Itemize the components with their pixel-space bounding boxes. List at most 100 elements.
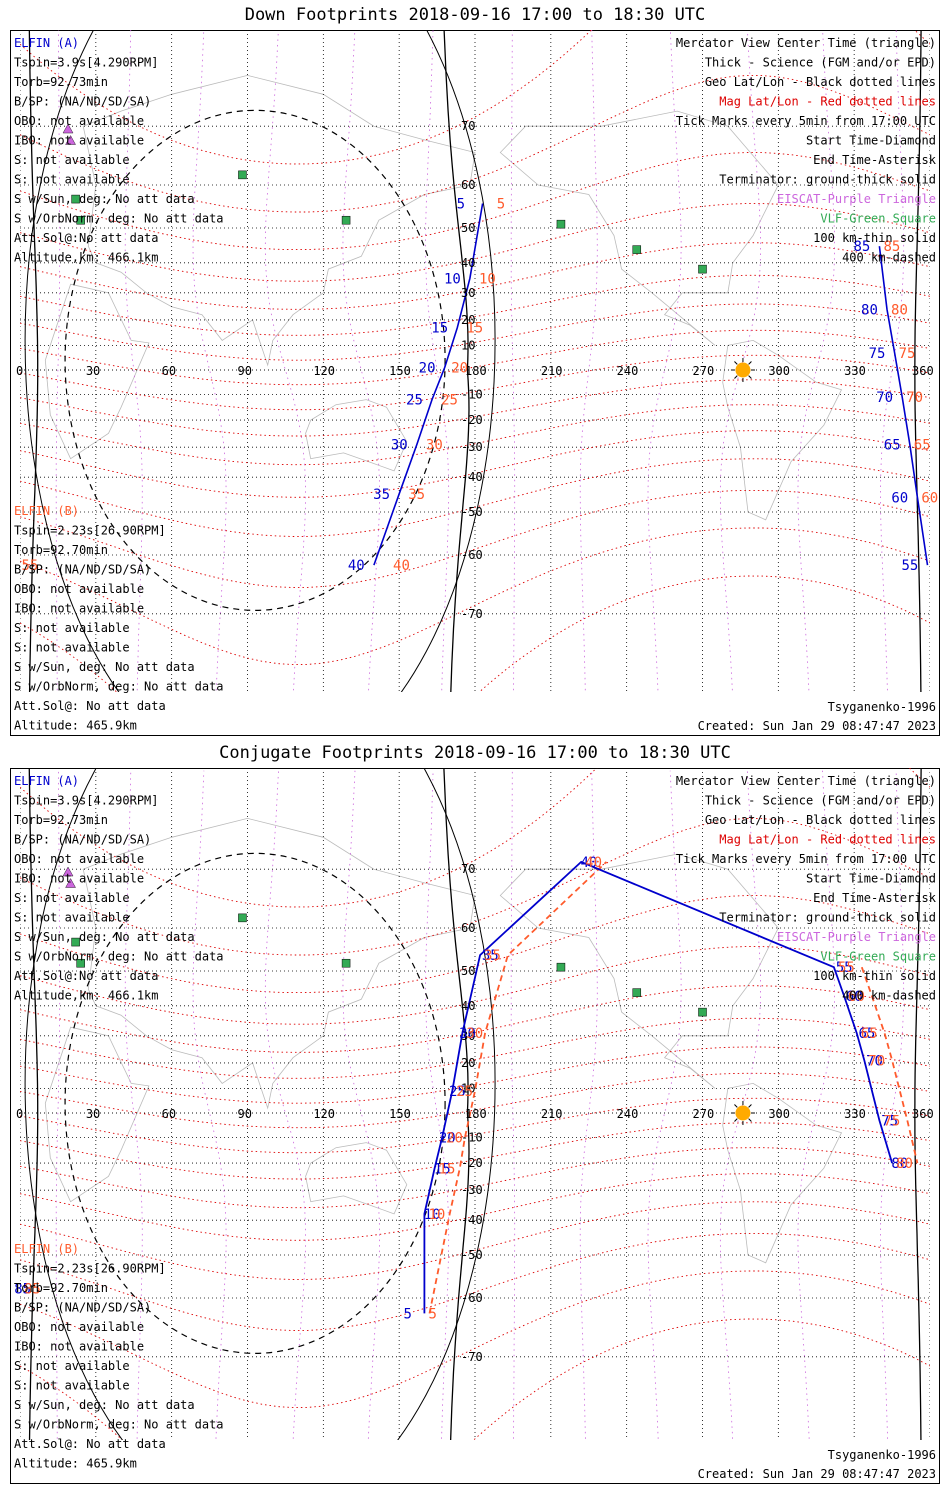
- elfin-b-tick-label: 15: [439, 1161, 456, 1177]
- terminator-ground: [443, 30, 470, 692]
- elfin-b-tick-label: 5: [497, 197, 505, 213]
- legend-entry: 400 km-dashed: [842, 251, 936, 265]
- eiscat-triangle: [62, 866, 74, 877]
- legend-entry: EISCAT-Purple Triangle: [777, 930, 936, 944]
- continent-outline: [82, 74, 476, 367]
- conjugate-footprints-title: Conjugate Footprints 2018-09-16 17:00 to…: [219, 743, 731, 763]
- map-area: [20, 768, 930, 1440]
- mag-meridian: [880, 770, 905, 1440]
- legend-entry: Thick - Science (FGM and/or EPD): [705, 56, 936, 70]
- lon-tick-label: 300: [768, 1107, 790, 1121]
- elfin-b-tick-label: 30: [466, 1026, 483, 1042]
- elfin-b-tick-label: 55: [838, 960, 855, 976]
- lon-tick-label: 90: [238, 364, 252, 378]
- subsolar-point: [735, 1105, 751, 1121]
- vlf-station-square: [556, 962, 566, 972]
- legend-entry: VLF-Green Square: [820, 212, 936, 226]
- elfin-a-track: [373, 203, 484, 566]
- continent-outline: [44, 283, 150, 460]
- elfin-b-info-line: Tspin=2.23s[26.90RPM]: [14, 1262, 166, 1276]
- mag-lat-line: [20, 152, 930, 251]
- mag-meridian: [425, 30, 450, 692]
- continent-outline: [305, 399, 408, 472]
- elfin-a-info-line: S w/OrbNorm, deg: No att data: [14, 950, 224, 964]
- vlf-station-square: [76, 958, 85, 968]
- lon-tick-label: 90: [238, 1107, 252, 1121]
- elfin-a-tick-label: 75: [869, 346, 886, 362]
- mag-meridian: [719, 770, 761, 1440]
- elfin-a-track: [878, 246, 929, 566]
- model-label: Tsyganenko-1996: [828, 700, 936, 714]
- lat-tick-label: -40: [461, 470, 483, 484]
- lat-tick-label: 60: [461, 921, 475, 935]
- sun-ray: [734, 361, 738, 365]
- elfin-a-tick-label: 5: [404, 1306, 412, 1322]
- mag-lat-line: [20, 527, 930, 666]
- elfin-b-tick-label: 70: [906, 390, 923, 406]
- elfin-a-tick-label: 25: [449, 1084, 466, 1100]
- elfin-b-track: [423, 860, 893, 1314]
- elfin-b-tick-label: 65: [914, 437, 931, 453]
- elfin-b-info-line: S w/OrbNorm, deg: No att data: [14, 1418, 224, 1432]
- terminator-ground-left: [28, 30, 39, 692]
- lat-tick-label: 30: [461, 286, 475, 300]
- lon-tick-label: 30: [86, 1107, 100, 1121]
- mag-lat-line: [20, 1017, 930, 1079]
- mag-lat-line: [20, 817, 930, 956]
- lon-tick-label: 120: [313, 1107, 335, 1121]
- mag-meridian: [264, 30, 306, 692]
- lat-tick-label: 30: [461, 1029, 475, 1043]
- elfin-a-tick-label: 65: [884, 437, 901, 453]
- mag-meridian: [579, 770, 598, 1440]
- lat-tick-label: 20: [461, 313, 475, 327]
- model-label: Tsyganenko-1996: [828, 1448, 936, 1462]
- lat-tick-label: -60: [461, 548, 483, 562]
- elfin-b-tick-label: 25: [441, 393, 458, 409]
- elfin-a-tick-label: 15: [434, 1161, 451, 1177]
- elfin-b-tick-label: 30: [426, 437, 443, 453]
- vlf-station-square: [698, 1007, 707, 1017]
- mag-meridian: [647, 770, 682, 1440]
- lat-tick-label: -60: [461, 1291, 483, 1305]
- elfin-b-tick-label: 60: [921, 490, 938, 506]
- elfin-a-info-line: S: not available: [14, 891, 130, 905]
- elfin-a-info-line: S: not available: [14, 153, 130, 167]
- lat-tick-label: 50: [461, 964, 475, 978]
- mag-meridian: [124, 770, 143, 1440]
- mag-lat-line: [20, 985, 930, 1053]
- vlf-station-square: [632, 245, 642, 254]
- mag-meridian: [719, 30, 761, 692]
- mag-meridian: [124, 30, 143, 692]
- legend-entry: 100 km-thin solid: [813, 231, 936, 245]
- vlf-station-square: [238, 170, 247, 180]
- elfin-a-info-line: B/SP: (NA/ND/SD/SA): [14, 833, 151, 847]
- elfin-a-tick-label: 10: [424, 1207, 441, 1223]
- elfin-b-tick-label: 15: [466, 321, 483, 337]
- mag-meridian: [797, 30, 836, 692]
- elfin-b-tick-label: 20: [446, 1131, 463, 1147]
- elfin-b-tick-label: 80: [891, 302, 908, 318]
- elfin-b-tick-label: 5: [428, 1306, 436, 1322]
- elfin-b-tick-label: 20: [451, 361, 468, 377]
- mag-lat-line: [20, 354, 930, 411]
- vlf-station-square: [556, 219, 566, 229]
- elfin-a-tick-label: 80: [861, 302, 878, 318]
- lon-tick-label: 300: [768, 364, 790, 378]
- mag-lat-line: [20, 274, 930, 336]
- elfin-a-info-line: IBO: not available: [14, 134, 144, 148]
- elfin-a-tick-label: 55: [836, 960, 853, 976]
- lon-tick-label: 60: [162, 1107, 176, 1121]
- elfin-a-info-line: Torb=92.73min: [14, 813, 108, 827]
- lat-tick-label: 40: [461, 999, 475, 1013]
- mag-lat-line: [20, 1147, 930, 1209]
- eiscat-triangle: [62, 123, 74, 134]
- lon-tick-label: 360: [912, 364, 934, 378]
- lat-tick-label: 60: [461, 178, 475, 192]
- mag-meridian: [880, 30, 905, 692]
- created-timestamp: Created: Sun Jan 29 08:47:47 2023: [698, 1467, 936, 1481]
- elfin-b-tick-label: 75: [883, 1113, 900, 1129]
- elfin-b-info-line: Altitude: 465.9km: [14, 1457, 137, 1471]
- elfin-a-info-line: Tspin=3.9s[4.290RPM]: [14, 794, 159, 808]
- elfin-b-tick-label: 10: [479, 271, 496, 287]
- mag-lat-line: [20, 1270, 930, 1409]
